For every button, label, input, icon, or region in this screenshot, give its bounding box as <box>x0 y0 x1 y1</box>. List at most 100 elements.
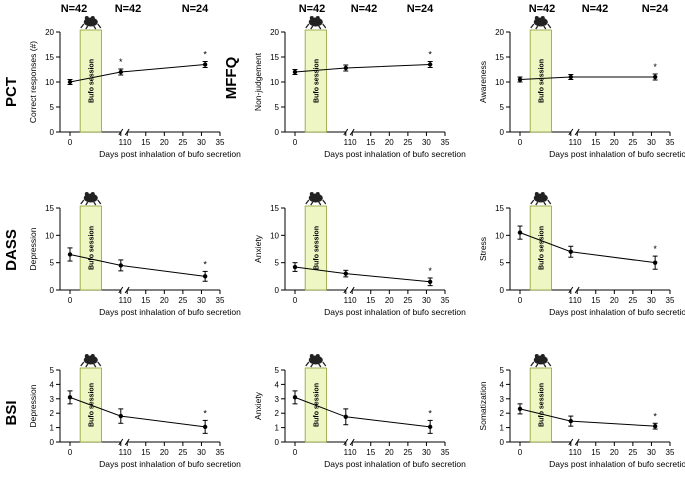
x-tick-label: 35 <box>666 448 675 457</box>
x-tick-label: 0 <box>518 138 523 147</box>
bufo-session-bar <box>304 29 327 133</box>
x-tick-label: 25 <box>628 138 637 147</box>
data-point <box>427 424 433 430</box>
x-tick-label: 20 <box>160 448 169 457</box>
significance-star: * <box>428 266 432 276</box>
x-tick-label: 25 <box>403 296 412 305</box>
y-tick-label: 2 <box>500 409 505 418</box>
y-tick-label: 0 <box>500 438 505 447</box>
y-tick-label: 1 <box>500 424 505 433</box>
x-tick-label: 30 <box>197 296 206 305</box>
bufo-session-bar <box>79 29 102 133</box>
x-tick-label: 10 <box>123 296 132 305</box>
x-tick-label: 10 <box>123 138 132 147</box>
bufo-session-label: Bufo session <box>538 383 545 427</box>
x-tick-label: 35 <box>216 138 225 147</box>
x-tick-label: 15 <box>591 448 600 457</box>
y-tick-label: 15 <box>270 53 279 62</box>
x-tick-label: 35 <box>666 296 675 305</box>
bufo-session-label: Bufo session <box>88 59 95 103</box>
y-tick-label: 10 <box>495 231 504 240</box>
y-tick-label: 0 <box>500 128 505 137</box>
data-point <box>292 69 298 75</box>
row-label-pct: PCT <box>3 77 20 107</box>
x-tick-label: 1 <box>119 448 124 457</box>
frog-icon <box>305 16 327 30</box>
frog-eye <box>84 354 89 358</box>
x-tick-label: 25 <box>628 448 637 457</box>
x-tick-label: 1 <box>119 138 124 147</box>
n-label: N=24 <box>182 3 209 15</box>
x-tick-label: 30 <box>422 448 431 457</box>
significance-star: * <box>653 62 657 72</box>
y-axis-label: Non-judgement <box>253 52 263 111</box>
y-tick-label: 0 <box>50 128 55 137</box>
frog-icon <box>530 16 552 30</box>
y-tick-label: 0 <box>275 438 280 447</box>
data-point <box>427 279 433 284</box>
frog-eye <box>315 354 320 358</box>
y-axis-label: Depression <box>28 227 38 270</box>
data-point <box>652 423 658 429</box>
y-tick-label: 5 <box>275 366 280 375</box>
data-point <box>202 62 208 67</box>
frog-eye <box>315 16 320 20</box>
y-tick-label: 0 <box>50 286 55 295</box>
frog-legs <box>305 361 327 368</box>
x-tick-label: 20 <box>160 296 169 305</box>
y-tick-label: 15 <box>45 53 54 62</box>
frog-icon <box>530 192 552 206</box>
data-point <box>67 79 73 85</box>
frog-eye <box>84 192 89 196</box>
frog-eye <box>309 354 314 358</box>
y-tick-label: 5 <box>50 366 55 375</box>
n-label: N=42 <box>299 3 326 15</box>
x-tick-label: 1 <box>344 138 349 147</box>
frog-legs <box>530 199 552 206</box>
x-tick-label: 20 <box>610 138 619 147</box>
frog-icon <box>80 354 102 368</box>
frog-eye <box>84 16 89 20</box>
row-label-dass: DASS <box>3 229 20 271</box>
x-tick-label: 30 <box>422 138 431 147</box>
y-axis-label: Correct responses (#) <box>28 41 38 123</box>
data-point <box>517 77 523 82</box>
x-tick-label: 35 <box>441 448 450 457</box>
bufo-session-bar <box>529 205 552 291</box>
significance-star: * <box>203 50 207 60</box>
y-tick-label: 5 <box>275 259 280 268</box>
y-tick-label: 0 <box>275 286 280 295</box>
x-tick-label: 15 <box>366 138 375 147</box>
n-label: N=24 <box>642 3 669 15</box>
bufo-session-label: Bufo session <box>538 226 545 270</box>
x-tick-label: 20 <box>610 296 619 305</box>
y-tick-label: 5 <box>500 259 505 268</box>
x-tick-label: 20 <box>385 448 394 457</box>
data-point <box>343 414 348 419</box>
x-tick-label: 25 <box>403 138 412 147</box>
x-tick-label: 25 <box>178 138 187 147</box>
significance-star: * <box>119 57 123 67</box>
x-tick-label: 30 <box>647 138 656 147</box>
x-axis-label: Days post inhalation of bufo secretion <box>99 149 241 159</box>
n-label: N=24 <box>407 3 434 15</box>
x-tick-label: 10 <box>573 296 582 305</box>
x-tick-label: 0 <box>68 296 73 305</box>
frog-legs <box>80 361 102 368</box>
n-label: N=42 <box>582 3 609 15</box>
frog-eye <box>540 16 545 20</box>
y-axis-label: Anxiety <box>253 391 263 420</box>
bufo-session-label: Bufo session <box>88 226 95 270</box>
frog-eye <box>90 192 95 196</box>
frog-eye <box>540 354 545 358</box>
x-axis-label: Days post inhalation of bufo secretion <box>324 459 466 469</box>
y-tick-label: 10 <box>45 231 54 240</box>
x-tick-label: 15 <box>366 296 375 305</box>
frog-icon <box>80 16 102 30</box>
bufo-session-bar <box>529 367 552 443</box>
